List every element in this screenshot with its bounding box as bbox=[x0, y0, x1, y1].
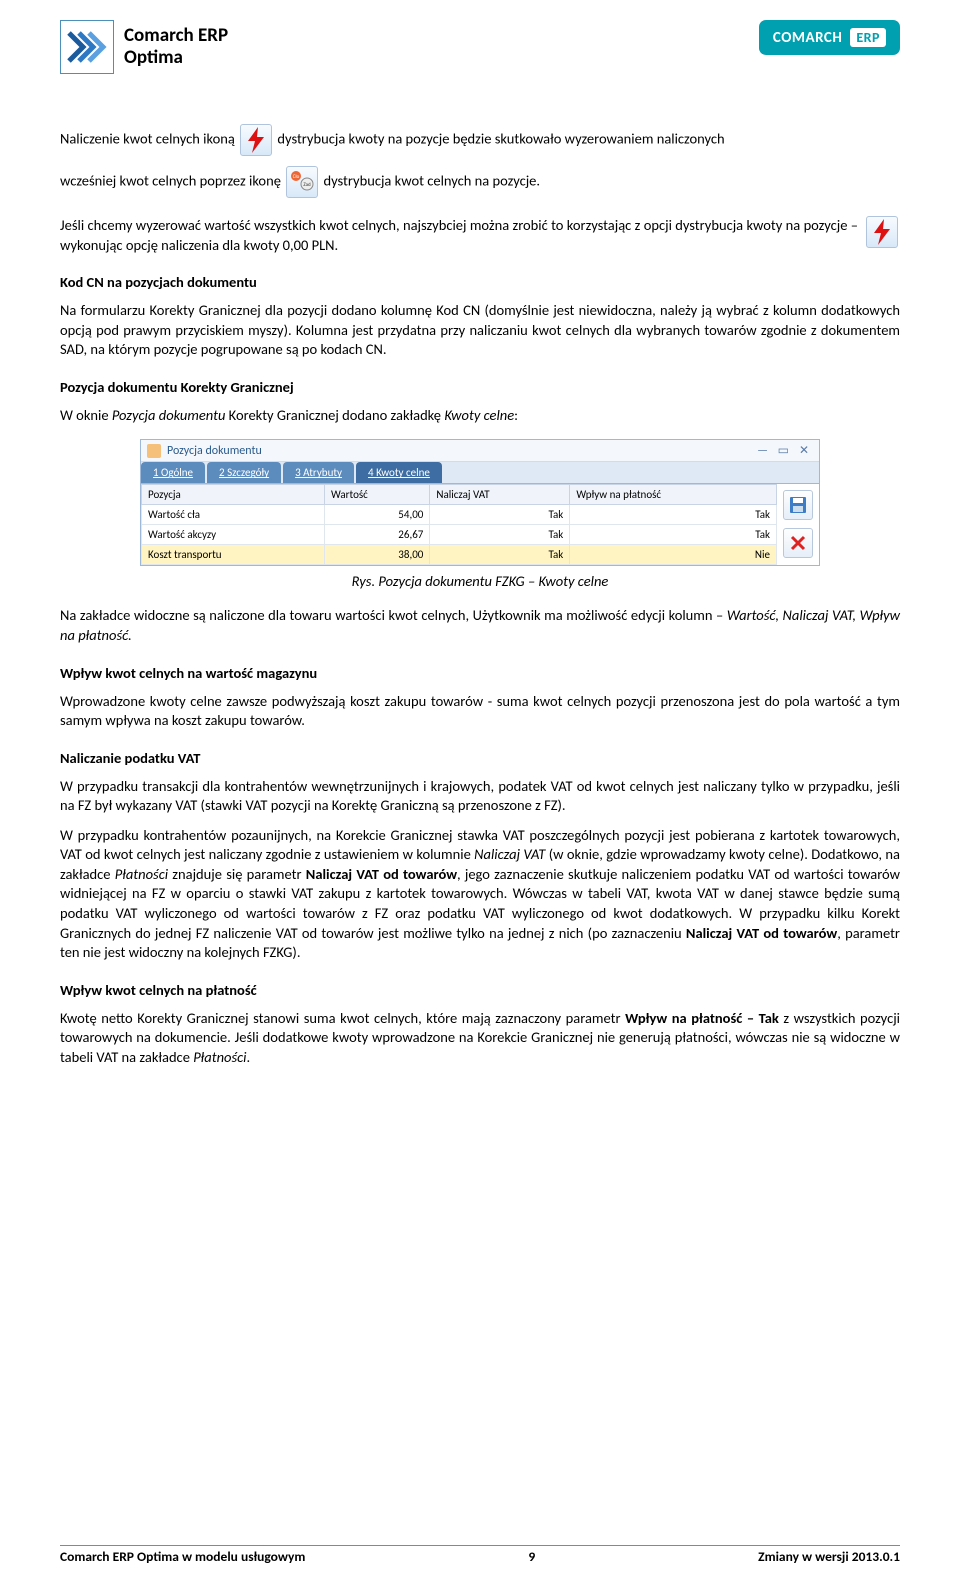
paragraph: Naliczenie kwot celnych ikoną dystrybucj… bbox=[60, 124, 900, 156]
footer-left: Comarch ERP Optima w modelu usługowym bbox=[60, 1548, 305, 1565]
window-controls: — ▭ ✕ bbox=[754, 443, 813, 458]
logo-chevron-icon bbox=[60, 20, 114, 74]
table-cell: Tak bbox=[570, 525, 777, 545]
badge-erp: ERP bbox=[850, 28, 886, 47]
table-row[interactable]: Wartość akcyzy26,67TakTak bbox=[142, 525, 777, 545]
figure-caption: Rys. Pozycja dokumentu FZKG – Kwoty celn… bbox=[60, 572, 900, 590]
grid-table: PozycjaWartośćNaliczaj VATWpływ na płatn… bbox=[141, 484, 777, 565]
paragraph: wcześniej kwot celnych poprzez ikonę Cło… bbox=[60, 166, 900, 198]
heading-wplyw-mag: Wpływ kwot celnych na wartość magazynu bbox=[60, 664, 900, 682]
logo-line1: Comarch ERP bbox=[124, 25, 228, 47]
badge-comarch-erp: COMARCH ERP bbox=[759, 20, 900, 55]
logo-text: Comarch ERP Optima bbox=[124, 25, 228, 69]
svg-text:Cło: Cło bbox=[293, 174, 300, 180]
tab-3[interactable]: 4 Kwoty celne bbox=[356, 462, 442, 483]
paragraph: Kwotę netto Korekty Granicznej stanowi s… bbox=[60, 1009, 900, 1068]
cancel-button[interactable] bbox=[783, 528, 813, 558]
paragraph: W przypadku transakcji dla kontrahentów … bbox=[60, 777, 900, 816]
table-cell: 38,00 bbox=[324, 545, 429, 565]
close-icon bbox=[790, 535, 806, 551]
logo-left: Comarch ERP Optima bbox=[60, 20, 228, 74]
table-cell: Koszt transportu bbox=[142, 545, 325, 565]
tab-bar: 1 Ogólne2 Szczegóły3 Atrybuty4 Kwoty cel… bbox=[141, 462, 819, 484]
heading-pozycja: Pozycja dokumentu Korekty Granicznej bbox=[60, 378, 900, 396]
floppy-icon bbox=[789, 496, 807, 514]
paragraph: W oknie Pozycja dokumentu Korekty Granic… bbox=[60, 406, 900, 426]
column-header[interactable]: Wartość bbox=[324, 485, 429, 505]
app-titlebar: Pozycja dokumentu — ▭ ✕ bbox=[141, 440, 819, 462]
clozad-icon: Cło Zad bbox=[286, 166, 318, 198]
page-footer: Comarch ERP Optima w modelu usługowym 9 … bbox=[60, 1545, 900, 1565]
paragraph: W przypadku kontrahentów pozaunijnych, n… bbox=[60, 826, 900, 963]
footer-page: 9 bbox=[528, 1548, 535, 1565]
minimize-button[interactable]: — bbox=[754, 444, 772, 458]
maximize-button[interactable]: ▭ bbox=[774, 443, 792, 458]
grid-area: PozycjaWartośćNaliczaj VATWpływ na płatn… bbox=[141, 484, 819, 565]
paragraph: Na zakładce widoczne są naliczone dla to… bbox=[60, 606, 900, 645]
table-cell: Tak bbox=[570, 505, 777, 525]
app-window: Pozycja dokumentu — ▭ ✕ 1 Ogólne2 Szczeg… bbox=[140, 439, 820, 566]
tab-2[interactable]: 3 Atrybuty bbox=[283, 462, 354, 483]
column-header[interactable]: Pozycja bbox=[142, 485, 325, 505]
badge-brand: COMARCH bbox=[773, 29, 842, 47]
paragraph: Wprowadzone kwoty celne zawsze podwyższa… bbox=[60, 692, 900, 731]
heading-kodcn: Kod CN na pozycjach dokumentu bbox=[60, 273, 900, 291]
heading-wplyw-plat: Wpływ kwot celnych na płatność bbox=[60, 981, 900, 999]
svg-text:Zad: Zad bbox=[304, 182, 312, 188]
table-cell: 26,67 bbox=[324, 525, 429, 545]
app-title: Pozycja dokumentu bbox=[167, 444, 262, 458]
page-header: Comarch ERP Optima COMARCH ERP bbox=[60, 20, 900, 74]
table-cell: Tak bbox=[430, 525, 570, 545]
paragraph: Na formularzu Korekty Granicznej dla poz… bbox=[60, 301, 900, 360]
heading-vat: Naliczanie podatku VAT bbox=[60, 749, 900, 767]
table-cell: Wartość akcyzy bbox=[142, 525, 325, 545]
table-row[interactable]: Wartość cła54,00TakTak bbox=[142, 505, 777, 525]
bolt-icon bbox=[240, 124, 272, 156]
app-icon bbox=[147, 444, 161, 458]
footer-right: Zmiany w wersji 2013.0.1 bbox=[758, 1548, 900, 1565]
bolt-icon bbox=[866, 216, 898, 248]
table-cell: Tak bbox=[430, 545, 570, 565]
table-cell: Wartość cła bbox=[142, 505, 325, 525]
table-row[interactable]: Koszt transportu38,00TakNie bbox=[142, 545, 777, 565]
tab-1[interactable]: 2 Szczegóły bbox=[207, 462, 281, 483]
close-button[interactable]: ✕ bbox=[795, 443, 813, 458]
table-cell: Nie bbox=[570, 545, 777, 565]
tab-0[interactable]: 1 Ogólne bbox=[141, 462, 205, 483]
column-header[interactable]: Naliczaj VAT bbox=[430, 485, 570, 505]
logo-line2: Optima bbox=[124, 47, 228, 69]
table-cell: 54,00 bbox=[324, 505, 429, 525]
column-header[interactable]: Wpływ na płatność bbox=[570, 485, 777, 505]
table-cell: Tak bbox=[430, 505, 570, 525]
grid-side-buttons bbox=[777, 484, 819, 565]
paragraph: Jeśli chcemy wyzerować wartość wszystkic… bbox=[60, 216, 900, 255]
save-button[interactable] bbox=[783, 490, 813, 520]
